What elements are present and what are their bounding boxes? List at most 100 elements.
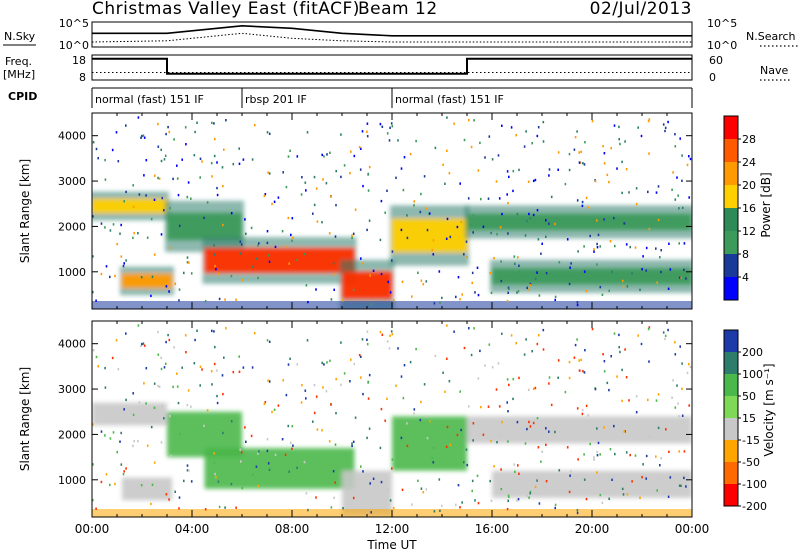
power-colorbar-swatch (724, 231, 738, 254)
power-echo-region (122, 274, 172, 288)
power-colorbar-swatch (724, 208, 738, 231)
velocity-echo-region (342, 470, 392, 517)
power-y-tick-label: 2000 (58, 220, 86, 233)
x-tick-label: 20:00 (575, 522, 610, 536)
x-tick-label: 00:00 (75, 522, 110, 536)
velocity-colorbar-swatch (724, 374, 738, 396)
x-tick-label: 16:00 (475, 522, 510, 536)
velocity-y-tick-label: 3000 (58, 383, 86, 396)
velocity-colorbar-swatch (724, 418, 738, 440)
power-colorbar: 28 24 20 16 12 8 4 Power [dB] (723, 115, 773, 301)
nave-label: Nave (760, 64, 788, 77)
power-colorbar-swatch (724, 185, 738, 208)
power-noise-pixels (92, 116, 692, 307)
velocity-echo-region (122, 477, 172, 501)
velocity-colorbar: 200 100 50 15 -15 -50 -100 -200 Velocity [m s⁻¹… (723, 329, 776, 513)
power-echo-region (492, 268, 692, 285)
velocity-colorbar-swatch (724, 396, 738, 418)
power-colorbar-tick-label: 8 (742, 248, 749, 261)
velocity-colorbar-swatch (724, 330, 738, 352)
x-tick-label: 12:00 (375, 522, 410, 536)
power-y-tick-label: 4000 (58, 130, 86, 143)
cpid-strip: CPID normal (fast) 151 IF rbsp 201 IF norm… (8, 87, 693, 108)
power-echo-region (342, 271, 392, 300)
velocity-colorbar-tick-label: 50 (742, 390, 756, 403)
velocity-colorbar-swatch (724, 440, 738, 462)
power-colorbar-swatch (724, 277, 738, 300)
velocity-colorbar-label: Velocity [m s⁻¹] (762, 363, 776, 456)
nsearch-tick-bottom: 10^0 (707, 39, 737, 52)
velocity-colorbar-tick-label: -50 (742, 456, 760, 469)
velocity-echo-region (92, 402, 167, 426)
figure-title: Christmas Valley East (fitACF) (92, 0, 360, 19)
velocity-noise-pixels (92, 324, 692, 515)
power-panel: 4000 3000 2000 1000 Slant Range [km] (18, 112, 693, 310)
velocity-panel: 4000 3000 2000 1000 Slant Range [km] (18, 320, 693, 518)
freq-strip: Freq. [MHz] 18 8 60 0 Nave (3, 54, 790, 84)
velocity-echo-region (204, 448, 355, 489)
velocity-colorbar-tick-label: -200 (742, 500, 767, 513)
frequency-series (92, 57, 692, 75)
velocity-echo-region (392, 416, 467, 471)
power-y-axis-label: Slant Range [km] (18, 159, 32, 263)
velocity-echo-region (467, 416, 692, 444)
velocity-colorbar-swatch (724, 352, 738, 374)
x-tick-label: 08:00 (275, 522, 310, 536)
velocity-y-axis-label: Slant Range [km] (18, 367, 32, 471)
velocity-y-tick-label: 1000 (58, 474, 86, 487)
x-axis-label: Time UT (366, 538, 417, 552)
nsky-strip: N.Sky 10^5 10^0 10^5 10^0 N.Search (3, 17, 798, 52)
nave-tick-top: 60 (709, 54, 723, 67)
power-colorbar-tick-label: 16 (742, 202, 756, 215)
velocity-echo-region (492, 470, 692, 498)
velocity-colorbar-tick-label: 15 (742, 412, 756, 425)
power-colorbar-tick-label: 24 (742, 156, 756, 169)
power-echo-layer (92, 191, 692, 309)
power-echo-region (392, 219, 467, 252)
power-colorbar-label: Power [dB] (759, 172, 773, 237)
power-colorbar-swatch (724, 116, 738, 139)
freq-tick-top: 18 (72, 54, 86, 67)
nsky-label: N.Sky (4, 30, 36, 43)
nave-tick-bottom: 0 (709, 71, 716, 84)
nsky-tick-top: 10^5 (59, 17, 89, 30)
power-y-tick-label: 1000 (58, 266, 86, 279)
velocity-y-tick-label: 2000 (58, 428, 86, 441)
velocity-colorbar-tick-label: 200 (742, 346, 763, 359)
power-colorbar-swatch (724, 139, 738, 162)
velocity-colorbar-tick-label: 100 (742, 368, 763, 381)
velocity-colorbar-swatch (724, 462, 738, 484)
velocity-echo-layer (92, 402, 692, 517)
power-echo-region (92, 199, 167, 213)
x-tick-label: 04:00 (175, 522, 210, 536)
nsky-tick-bottom: 10^0 (59, 39, 89, 52)
cpid-segment-label: normal (fast) 151 IF (395, 93, 504, 106)
power-colorbar-swatch (724, 162, 738, 185)
power-echo-region (467, 213, 692, 231)
nsky-series (92, 24, 692, 37)
x-tick-label: 00:00 (675, 522, 710, 536)
freq-unit-label: [MHz] (3, 68, 35, 81)
velocity-colorbar-swatch (724, 484, 738, 506)
cpid-label: CPID (8, 90, 37, 103)
power-colorbar-tick-label: 12 (742, 225, 756, 238)
velocity-y-tick-label: 4000 (58, 338, 86, 351)
date-label: 02/Jul/2013 (590, 0, 692, 19)
nsearch-series (91, 32, 692, 43)
cpid-segment-label: rbsp 201 IF (245, 93, 307, 106)
nsearch-tick-top: 10^5 (707, 17, 737, 30)
beam-label: Beam 12 (358, 0, 438, 19)
velocity-colorbar-tick-label: -100 (742, 478, 767, 491)
power-colorbar-swatch (724, 254, 738, 277)
power-colorbar-tick-label: 20 (742, 179, 756, 192)
freq-tick-bottom: 8 (79, 71, 86, 84)
freq-label: Freq. (5, 55, 32, 68)
power-y-tick-label: 3000 (58, 175, 86, 188)
power-echo-region (204, 248, 355, 273)
nsearch-label: N.Search (746, 30, 796, 43)
cpid-segment-label: normal (fast) 151 IF (95, 93, 204, 106)
velocity-colorbar-tick-label: -15 (742, 434, 760, 447)
power-colorbar-tick-label: 4 (742, 271, 749, 284)
power-colorbar-tick-label: 28 (742, 133, 756, 146)
